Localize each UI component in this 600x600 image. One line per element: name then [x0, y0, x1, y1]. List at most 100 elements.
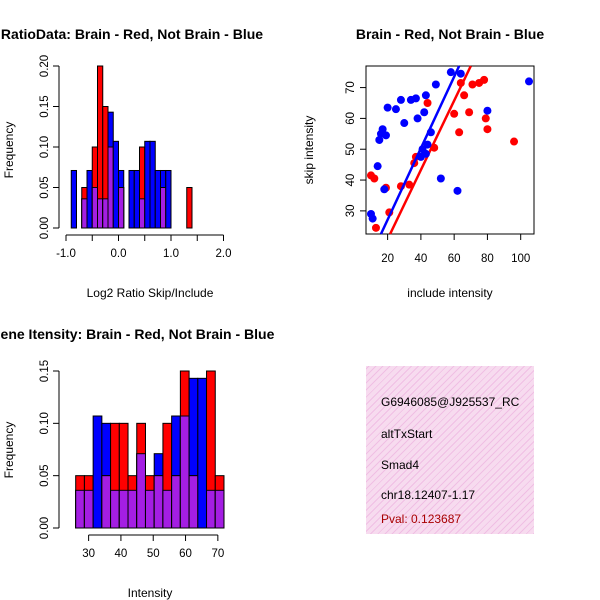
- not-brain-point: [436, 174, 445, 183]
- y-tick-label: 0.05: [39, 176, 51, 198]
- x-tick-label: 50: [147, 548, 160, 560]
- y-tick-label: 0.15: [39, 95, 51, 117]
- ratio-histogram-panel: RatioData: Brain - Red, Not Brain - Blue…: [1, 26, 263, 300]
- scatter-ylabel: skip intensity: [302, 116, 316, 185]
- ratio-y-axis: 0.00 0.05 0.10 0.15 0.20: [39, 55, 60, 239]
- not-brain-bar: [197, 377, 208, 529]
- not-brain-bar: [133, 169, 140, 229]
- gene-name: Smad4: [381, 458, 420, 472]
- not-brain-point: [373, 162, 382, 171]
- genomic-location: chr18.12407-1.17: [381, 488, 476, 502]
- y-tick-label: 0.15: [39, 360, 51, 382]
- ratio-title: RatioData: Brain - Red, Not Brain - Blue: [1, 26, 263, 42]
- intensity-title: Gene Itensity: Brain - Red, Not Brain - …: [0, 326, 275, 342]
- overlap-bar: [91, 187, 98, 229]
- not-brain-point: [525, 77, 534, 86]
- not-brain-bar: [128, 169, 135, 229]
- x-tick-label: 1.0: [163, 248, 179, 260]
- not-brain-point: [431, 80, 440, 89]
- brain-point: [371, 223, 380, 232]
- overlap-bar: [127, 489, 138, 529]
- overlap-bar: [97, 198, 104, 229]
- not-brain-bar: [112, 140, 119, 229]
- brain-fit-line: [388, 65, 472, 235]
- overlap-bar: [139, 198, 146, 229]
- brain-point: [423, 98, 432, 107]
- y-tick-label: 0.20: [39, 55, 51, 77]
- scatter-x-axis: 20 40 60 80 100: [381, 234, 530, 265]
- y-tick-label: 0.10: [39, 412, 51, 434]
- not-brain-point: [446, 68, 455, 77]
- ratio-xlabel: Log2 Ratio Skip/Include: [87, 286, 214, 300]
- x-tick-label: 30: [82, 548, 95, 560]
- brain-point: [468, 80, 477, 89]
- overlap-bar: [107, 146, 114, 229]
- scatter-plot-box: [365, 65, 535, 235]
- x-tick-label: 70: [211, 548, 224, 560]
- y-tick-label: 50: [345, 143, 357, 156]
- not-brain-bar: [165, 169, 172, 229]
- not-brain-point: [381, 131, 390, 140]
- brain-point: [465, 108, 474, 117]
- not-brain-point: [413, 114, 422, 123]
- brain-point: [480, 75, 489, 84]
- scatter-xlabel: include intensity: [407, 286, 492, 300]
- y-tick-label: 0.00: [39, 217, 51, 239]
- overlap-bar: [188, 475, 199, 529]
- y-tick-label: 40: [345, 174, 357, 187]
- not-brain-point: [383, 103, 392, 112]
- brain-point: [483, 125, 492, 134]
- overlap-bar: [118, 489, 129, 529]
- not-brain-point: [396, 95, 405, 104]
- x-tick-label: 40: [115, 548, 128, 560]
- scatter-panel: Brain - Red, Not Brain - Blue 20 40 60 80 10…: [302, 26, 544, 300]
- brain-point: [450, 109, 459, 118]
- x-tick-label: 2.0: [216, 248, 232, 260]
- not-brain-bar: [144, 140, 151, 229]
- overlap-bar: [118, 187, 125, 229]
- not-brain-point: [420, 108, 429, 117]
- brain-point: [405, 180, 414, 189]
- brain-point: [370, 174, 379, 183]
- not-brain-point: [453, 186, 462, 195]
- overlap-bar: [144, 489, 155, 529]
- scatter-title: Brain - Red, Not Brain - Blue: [356, 26, 544, 42]
- scatter-marks: [366, 65, 534, 235]
- intensity-ylabel: Frequency: [2, 422, 16, 479]
- overlap-bar: [206, 489, 216, 529]
- not-brain-bar: [86, 169, 93, 229]
- brain-point: [460, 91, 469, 100]
- overlap-bar: [162, 489, 173, 529]
- not-brain-point: [483, 106, 492, 115]
- event-type: altTxStart: [381, 427, 433, 441]
- overlap-bar: [83, 489, 94, 529]
- not-brain-bar: [154, 169, 161, 229]
- not-brain-bar: [92, 415, 103, 529]
- overlap-bar: [214, 489, 225, 529]
- ratio-ylabel: Frequency: [2, 122, 16, 179]
- y-tick-label: 60: [345, 112, 357, 125]
- overlap-bar: [153, 475, 164, 529]
- overlap-bar: [101, 475, 112, 529]
- brain-point: [455, 128, 464, 137]
- ratio-bars: [70, 65, 193, 229]
- brain-point: [510, 137, 519, 146]
- intensity-bars: [75, 370, 225, 529]
- y-tick-label: 0.10: [39, 136, 51, 158]
- x-tick-label: 100: [511, 253, 530, 265]
- probe-id: G6946085@J925537_RC: [381, 395, 520, 409]
- scatter-y-axis: 30 40 50 60 70: [345, 81, 366, 217]
- not-brain-point: [378, 125, 387, 134]
- x-tick-label: 60: [179, 548, 192, 560]
- brain-bar: [186, 187, 193, 229]
- overlap-bar: [75, 489, 85, 529]
- overlap-bar: [102, 198, 109, 229]
- x-tick-label: 0.0: [111, 248, 127, 260]
- not-brain-bar: [70, 169, 77, 229]
- overlap-bar: [136, 453, 146, 529]
- not-brain-bar: [149, 140, 156, 229]
- x-tick-label: -1.0: [56, 248, 76, 260]
- overlap-bar: [160, 187, 167, 229]
- intensity-xlabel: Intensity: [128, 586, 173, 600]
